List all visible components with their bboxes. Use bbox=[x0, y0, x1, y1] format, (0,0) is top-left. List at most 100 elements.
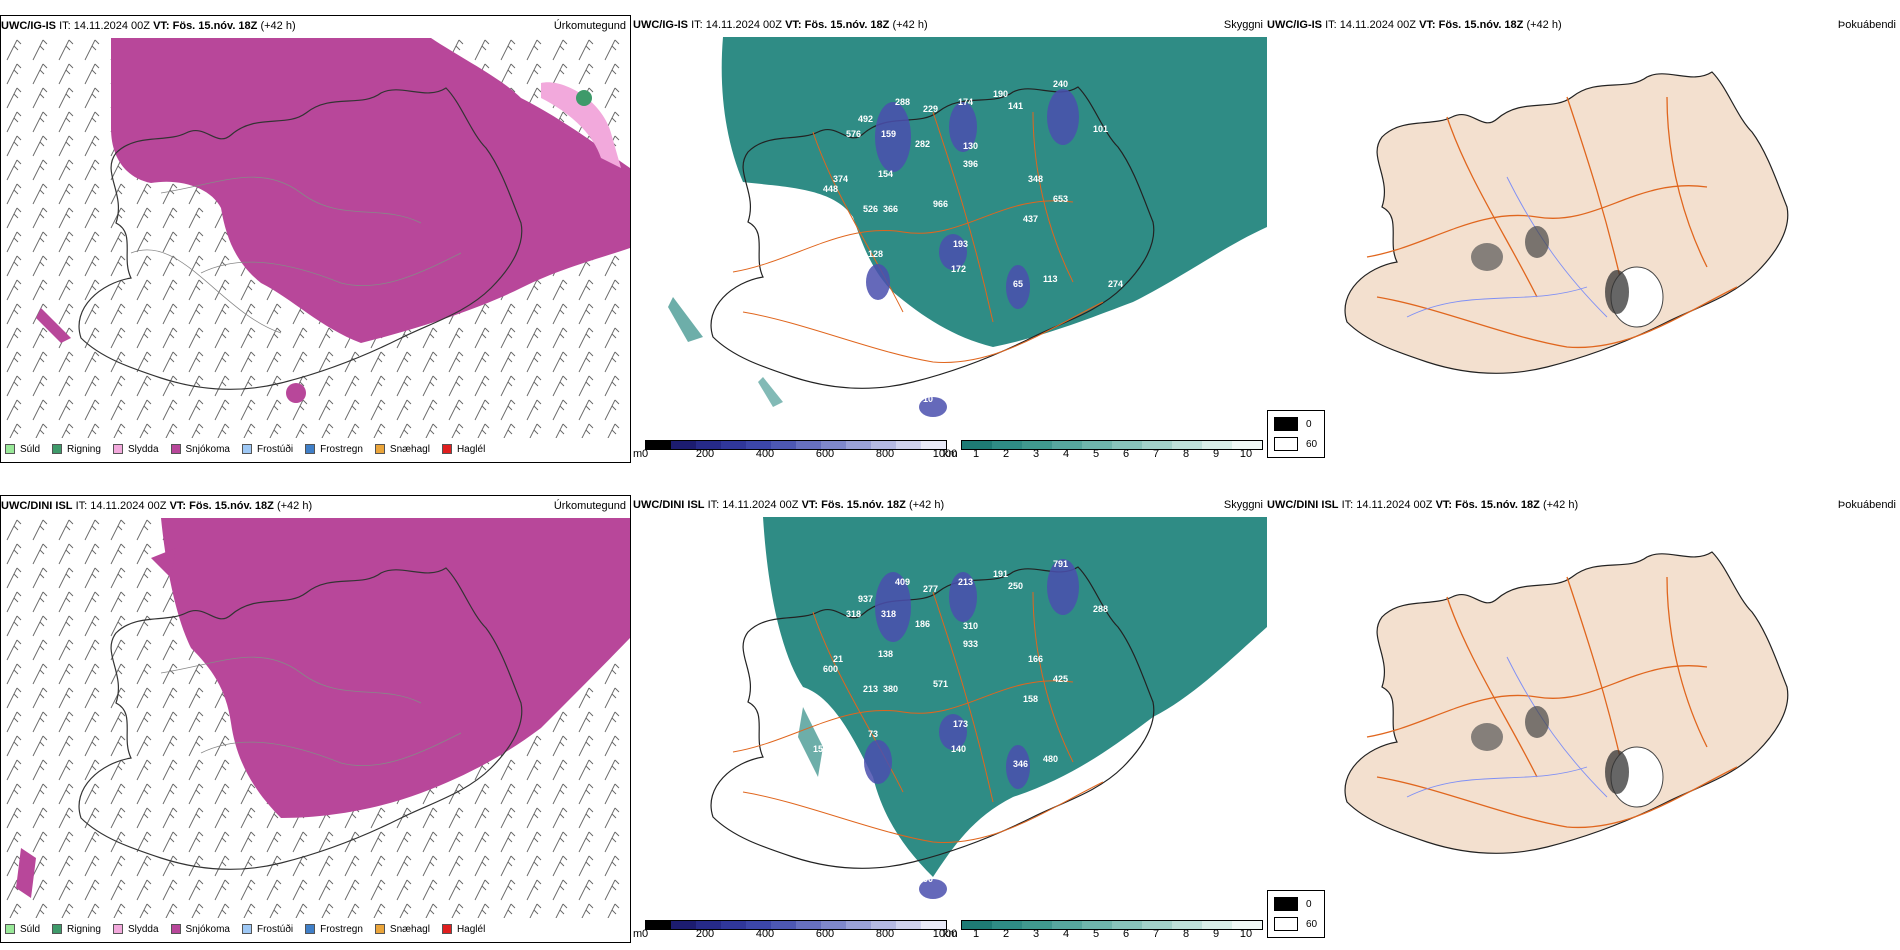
visibility-label: 138 bbox=[878, 649, 893, 659]
visibility-label: 141 bbox=[1008, 101, 1023, 111]
visibility-label: 374 bbox=[833, 174, 848, 184]
visibility-label: 172 bbox=[951, 264, 966, 274]
legend-swatch bbox=[374, 924, 385, 934]
legend-swatch bbox=[441, 444, 452, 454]
legend-label: Frostúði bbox=[256, 923, 294, 935]
legend-item-frostúði: Frostúði bbox=[241, 923, 294, 935]
visibility-label: 318 bbox=[881, 609, 896, 619]
visibility-label: 90 bbox=[923, 874, 933, 884]
precip-type-map bbox=[1, 38, 630, 438]
bin-swatch-60 bbox=[1274, 437, 1298, 451]
visibility-label: 448 bbox=[823, 184, 838, 194]
legend-swatch bbox=[112, 444, 123, 454]
legend-item-snjókoma: Snjókoma bbox=[170, 443, 230, 455]
ceiling-colorbar: m 0 200 400 600 800 1000 bbox=[633, 920, 957, 942]
legend-label: Súld bbox=[20, 443, 41, 455]
visibility-label: 03 bbox=[813, 264, 823, 274]
visibility-label: 288 bbox=[1093, 604, 1108, 614]
visibility-label: 154 bbox=[878, 169, 893, 179]
visibility-label: 492 bbox=[858, 114, 873, 124]
visibility-tick: 3 bbox=[1032, 448, 1040, 460]
legend-label: Súld bbox=[20, 923, 41, 935]
visibility-label: 128 bbox=[868, 249, 883, 259]
visibility-label: 155 bbox=[813, 744, 828, 754]
visibility-label: 190 bbox=[993, 89, 1008, 99]
visibility-tick: 7 bbox=[1152, 448, 1160, 460]
visibility-label: 186 bbox=[915, 619, 930, 629]
legend-swatch bbox=[374, 444, 385, 454]
ceiling-tick: 0 bbox=[641, 448, 649, 460]
visibility-label: 600 bbox=[823, 664, 838, 674]
visibility-tick: 6 bbox=[1122, 928, 1130, 940]
visibility-label: 174 bbox=[958, 97, 973, 107]
visibility-tick: 7 bbox=[1152, 928, 1160, 940]
panel-title: Þokuábendi bbox=[1837, 19, 1896, 31]
legend-swatch bbox=[241, 924, 252, 934]
panel-header: UWC/IG-IS IT: 14.11.2024 00Z VT: Fös. 15… bbox=[633, 19, 928, 31]
visibility-labels: 937 409 277 213 191 791 288 318 318 186 310 250 21 13… bbox=[813, 559, 1113, 884]
legend-swatch bbox=[170, 924, 181, 934]
visibility-label: 282 bbox=[915, 139, 930, 149]
ceiling-tick: 400 bbox=[755, 448, 775, 460]
precip-type-panel-row2: UWC/DINI ISL IT: 14.11.2024 00Z VT: Fös.… bbox=[0, 495, 631, 943]
legend-item-rigning: Rigning bbox=[52, 444, 101, 455]
visibility-label: 576 bbox=[846, 129, 861, 139]
legend-swatch bbox=[305, 444, 316, 454]
visibility-label: 191 bbox=[993, 569, 1008, 579]
legend-swatch bbox=[112, 924, 123, 934]
visibility-tick: 6 bbox=[1122, 448, 1130, 460]
visibility-label: 213 bbox=[958, 577, 973, 587]
panel-header: UWC/DINI ISL IT: 14.11.2024 00Z VT: Fös.… bbox=[1, 500, 313, 512]
visibility-panel-row2: UWC/DINI ISL IT: 14.11.2024 00Z VT: Fös.… bbox=[633, 495, 1267, 943]
snow-area bbox=[111, 38, 630, 343]
visibility-label: 250 bbox=[1008, 581, 1023, 591]
panel-title: Úrkomutegund bbox=[553, 500, 626, 512]
ceiling-tick: 800 bbox=[875, 448, 895, 460]
legend-swatch bbox=[52, 924, 63, 934]
ceiling-tick: 0 bbox=[641, 928, 649, 940]
legend-label: Snæhagl bbox=[389, 443, 430, 455]
fog-panel-row1: UWC/IG-IS IT: 14.11.2024 00Z VT: Fös. 15… bbox=[1267, 15, 1900, 463]
legend-label: Snjókoma bbox=[185, 923, 230, 935]
legend-label: Frostregn bbox=[320, 923, 363, 935]
visibility-label: 213 bbox=[863, 684, 878, 694]
fog-bin-legend: 0 60 bbox=[1267, 890, 1325, 938]
visibility-label: 10 bbox=[923, 394, 933, 404]
precip-type-panel-row1: UWC/IG-IS IT: 14.11.2024 00Z VT: Fös. 15… bbox=[0, 15, 631, 463]
legend-item-slydda: Slydda bbox=[112, 924, 159, 935]
ceiling-tick: 1000 bbox=[932, 448, 958, 460]
legend-label: Frostregn bbox=[320, 443, 363, 455]
visibility-tick: 4 bbox=[1062, 448, 1070, 460]
visibility-tick: 5 bbox=[1092, 928, 1100, 940]
bin-swatch-60 bbox=[1274, 917, 1298, 931]
visibility-label: 65 bbox=[1013, 279, 1023, 289]
visibility-colorbar: km 1 2 3 4 5 6 7 8 9 10 bbox=[943, 440, 1263, 462]
visibility-label: 159 bbox=[881, 129, 896, 139]
visibility-label: 348 bbox=[1028, 174, 1043, 184]
legend-swatch bbox=[5, 444, 15, 454]
panel-header: UWC/DINI ISL IT: 14.11.2024 00Z VT: Fös.… bbox=[1267, 499, 1579, 511]
visibility-label: 173 bbox=[953, 719, 968, 729]
visibility-label: 571 bbox=[933, 679, 948, 689]
legend-swatch bbox=[5, 924, 15, 934]
visibility-label: 425 bbox=[1053, 674, 1068, 684]
visibility-tick: 2 bbox=[1002, 928, 1010, 940]
visibility-label: 310 bbox=[963, 621, 978, 631]
legend-label: Frostúði bbox=[256, 443, 294, 455]
visibility-tick: 1 bbox=[972, 448, 980, 460]
visibility-tick: 9 bbox=[1212, 928, 1220, 940]
visibility-tick: 8 bbox=[1182, 448, 1190, 460]
legend-label: Snjókoma bbox=[185, 443, 230, 455]
legend-swatch bbox=[52, 444, 63, 454]
ceiling-tick: 200 bbox=[695, 928, 715, 940]
panel-title: Skyggni bbox=[1223, 499, 1263, 511]
visibility-label: 73 bbox=[868, 729, 878, 739]
visibility-label: 193 bbox=[953, 239, 968, 249]
visibility-tick: 9 bbox=[1212, 448, 1220, 460]
visibility-label: 526 bbox=[863, 204, 878, 214]
legend-item-snæhagl: Snæhagl bbox=[374, 924, 430, 935]
legend-swatch bbox=[305, 924, 316, 934]
legend-item-frostregn: Frostregn bbox=[305, 444, 363, 455]
legend-item-haglél: Haglél bbox=[441, 924, 485, 935]
visibility-label: 480 bbox=[1043, 754, 1058, 764]
